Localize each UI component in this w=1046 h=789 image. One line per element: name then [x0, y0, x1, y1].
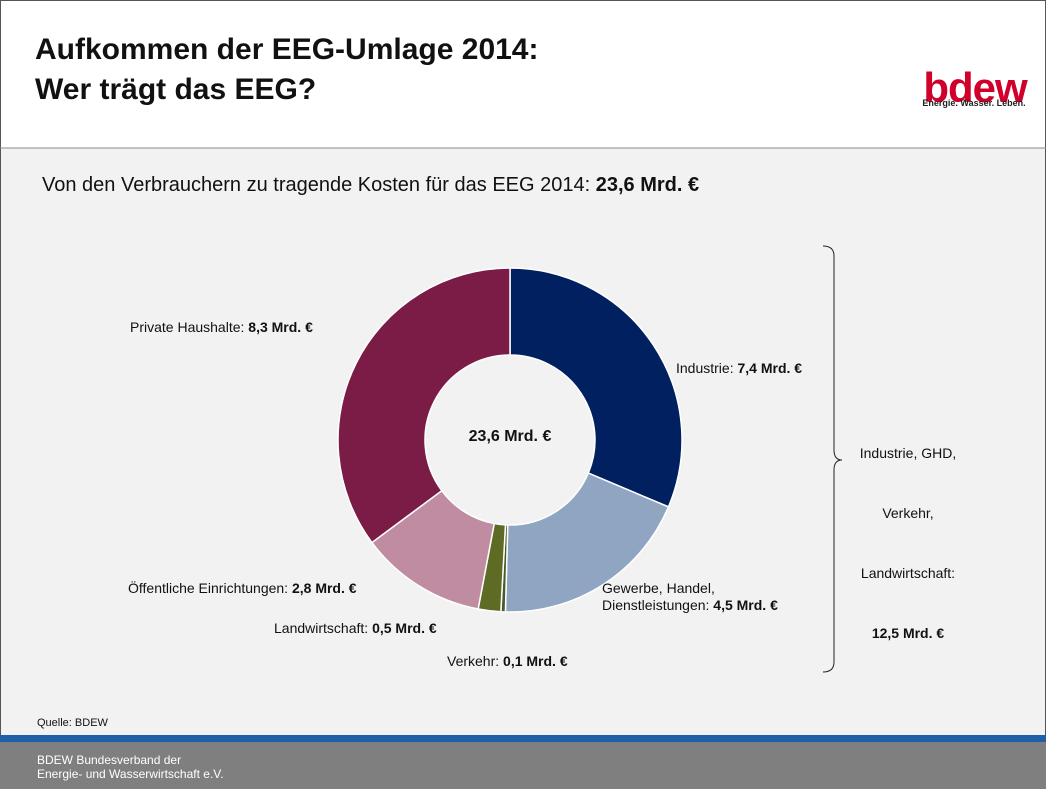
bracket-annotation: Industrie, GHD, Verkehr, Landwirtschaft:…	[838, 408, 978, 678]
slice	[509, 267, 683, 508]
title: Aufkommen der EEG-Umlage 2014: Wer trägt…	[35, 33, 539, 106]
footer-bar	[0, 742, 1046, 789]
footer-text: BDEW Bundesverband der Energie- und Wass…	[37, 753, 224, 781]
category-label: Private Haushalte:	[130, 319, 245, 335]
category-label: Gewerbe, Handel, Dienstleistungen:	[602, 580, 715, 613]
value-label: 4,5 Mrd. €	[713, 597, 778, 613]
slice-label: Gewerbe, Handel, Dienstleistungen: 4,5 M…	[602, 580, 778, 614]
slice-label: Landwirtschaft: 0,5 Mrd. €	[274, 620, 437, 637]
bracket-line: Industrie, GHD,	[859, 445, 957, 461]
logo-tagline: Energie. Wasser. Leben.	[922, 98, 1026, 108]
category-label: Landwirtschaft:	[274, 620, 369, 636]
center-label: 23,6 Mrd. €	[468, 428, 552, 445]
slice	[504, 472, 670, 613]
footer-stripe	[0, 735, 1046, 742]
value-label: 2,8 Mrd. €	[291, 580, 357, 596]
logo: bdew	[923, 64, 1027, 111]
value-label: 0,1 Mrd. €	[503, 653, 568, 669]
value-label: 0,5 Mrd. €	[372, 620, 437, 636]
subtitle: Von den Verbrauchern zu tragende Kosten …	[42, 174, 699, 197]
content-area	[1, 148, 1045, 736]
slice-label: Öffentliche Einrichtungen: 2,8 Mrd. €	[128, 580, 357, 597]
bracket-line: Verkehr,	[882, 505, 934, 521]
bracket	[822, 245, 843, 673]
bracket-line: Landwirtschaft:	[860, 565, 956, 581]
slice	[337, 267, 511, 544]
category-label: Öffentliche Einrichtungen:	[128, 580, 289, 596]
source: Quelle: BDEW	[37, 717, 108, 729]
category-label: Verkehr:	[447, 653, 500, 669]
category-label: Industrie:	[676, 360, 734, 376]
subtitle-total: 23,6 Mrd. €	[595, 174, 700, 196]
value-label: 8,3 Mrd. €	[248, 319, 313, 335]
slice-label: Industrie: 7,4 Mrd. €	[676, 360, 802, 377]
subtitle-text: Von den Verbrauchern zu tragende Kosten …	[42, 174, 591, 196]
bracket-total: 12,5 Mrd. €	[871, 625, 945, 641]
value-label: 7,4 Mrd. €	[737, 360, 803, 376]
slice-label: Verkehr: 0,1 Mrd. €	[447, 653, 568, 670]
slice-label: Private Haushalte: 8,3 Mrd. €	[130, 319, 313, 336]
